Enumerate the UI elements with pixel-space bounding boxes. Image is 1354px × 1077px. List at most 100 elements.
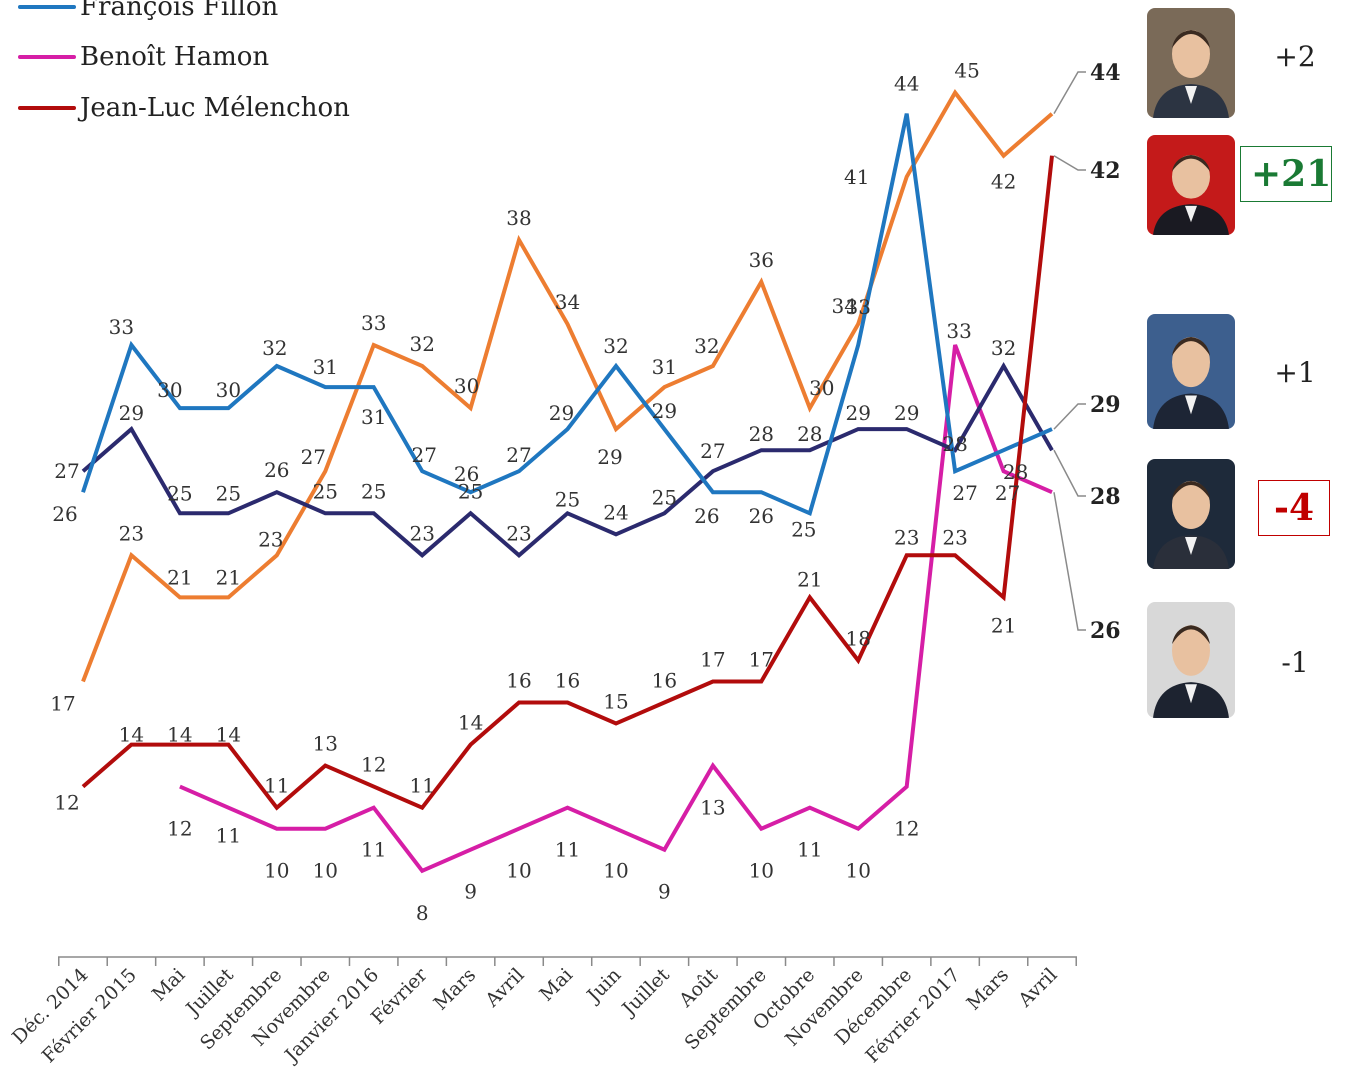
leader-line bbox=[1053, 403, 1086, 430]
data-label: 11 bbox=[216, 824, 241, 848]
data-label: 27 bbox=[411, 443, 436, 467]
data-label: 45 bbox=[954, 59, 979, 83]
data-label: 10 bbox=[264, 859, 289, 883]
data-label: 29 bbox=[549, 401, 574, 425]
data-label: 25 bbox=[652, 485, 677, 509]
series-line-3 bbox=[179, 344, 1053, 874]
data-label: 11 bbox=[797, 838, 822, 862]
data-label: 26 bbox=[694, 504, 719, 528]
data-label: 21 bbox=[167, 565, 192, 589]
data-label: 11 bbox=[555, 838, 580, 862]
data-label: 9 bbox=[464, 880, 477, 904]
data-label: 25 bbox=[458, 479, 483, 503]
data-label: 34 bbox=[831, 294, 856, 318]
data-label: 27 bbox=[952, 481, 977, 505]
x-tick-label: Avril bbox=[1014, 964, 1062, 1012]
data-label: 13 bbox=[313, 732, 338, 756]
data-label: 17 bbox=[749, 648, 774, 672]
data-label: 29 bbox=[119, 401, 144, 425]
data-label: 13 bbox=[700, 796, 725, 820]
data-label: 8 bbox=[416, 901, 429, 925]
end-label: 42 bbox=[1090, 158, 1121, 184]
end-label: 26 bbox=[1090, 618, 1121, 644]
legend-item-hamon: Benoît Hamon bbox=[18, 42, 269, 72]
data-label: 14 bbox=[119, 723, 144, 747]
data-label: 28 bbox=[797, 422, 822, 446]
data-label: 27 bbox=[700, 439, 725, 463]
data-label: 24 bbox=[603, 500, 628, 524]
data-label: 10 bbox=[506, 859, 531, 883]
end-label: 29 bbox=[1090, 392, 1121, 418]
leader-line bbox=[1053, 71, 1086, 115]
data-label: 23 bbox=[119, 521, 144, 545]
x-tick-label: Mars bbox=[962, 964, 1013, 1015]
data-label: 28 bbox=[1003, 460, 1028, 484]
le-pen-portrait-icon bbox=[1147, 459, 1235, 569]
data-label: 31 bbox=[313, 355, 338, 379]
data-label: 27 bbox=[301, 445, 326, 469]
change-melenchon: +21 bbox=[1240, 146, 1332, 202]
data-label: 31 bbox=[361, 405, 386, 429]
data-label: 14 bbox=[458, 711, 483, 735]
data-label: 41 bbox=[844, 165, 869, 189]
data-label: 42 bbox=[991, 170, 1016, 194]
series-line-1 bbox=[81, 89, 1054, 683]
data-label: 23 bbox=[258, 527, 283, 551]
data-label: 25 bbox=[313, 479, 338, 503]
legend-label: Jean-Luc Mélenchon bbox=[80, 93, 350, 123]
data-label: 29 bbox=[597, 445, 622, 469]
change-fillon: +1 bbox=[1274, 356, 1316, 389]
series-line-4 bbox=[81, 155, 1054, 811]
series-line-2 bbox=[81, 361, 1054, 558]
data-label: 27 bbox=[995, 481, 1020, 505]
data-label: 11 bbox=[409, 774, 434, 798]
data-label: 26 bbox=[264, 458, 289, 482]
change-le-pen: -4 bbox=[1258, 480, 1330, 536]
data-label: 11 bbox=[361, 838, 386, 862]
data-label: 30 bbox=[809, 376, 834, 400]
data-label: 14 bbox=[167, 723, 192, 747]
data-label: 23 bbox=[942, 525, 967, 549]
change-macron: +2 bbox=[1274, 40, 1316, 73]
legend-item-fillon: François Fillon bbox=[18, 0, 278, 22]
legend-label: François Fillon bbox=[80, 0, 279, 22]
end-label: 44 bbox=[1090, 60, 1121, 86]
data-label: 30 bbox=[157, 378, 182, 402]
data-label: 30 bbox=[216, 378, 241, 402]
data-label: 23 bbox=[506, 521, 531, 545]
data-label: 44 bbox=[894, 72, 919, 96]
data-label: 12 bbox=[167, 817, 192, 841]
data-label: 31 bbox=[652, 355, 677, 379]
series-line-0 bbox=[81, 113, 1053, 517]
hamon-portrait-icon bbox=[1147, 602, 1235, 718]
leader-line bbox=[1053, 449, 1086, 497]
x-tick-label: Mai bbox=[535, 964, 577, 1006]
change-hamon: -1 bbox=[1281, 646, 1309, 679]
data-label: 18 bbox=[845, 627, 870, 651]
data-label: 15 bbox=[603, 690, 628, 714]
data-label: 32 bbox=[694, 334, 719, 358]
legend-label: Benoît Hamon bbox=[80, 42, 270, 72]
series-lines bbox=[81, 89, 1054, 874]
data-label: 32 bbox=[991, 336, 1016, 360]
data-label: 29 bbox=[894, 401, 919, 425]
data-label: 32 bbox=[262, 336, 287, 360]
data-label: 10 bbox=[845, 859, 870, 883]
leader-line bbox=[1053, 492, 1086, 631]
end-label: 28 bbox=[1090, 484, 1121, 510]
data-label: 26 bbox=[454, 462, 479, 486]
data-label: 17 bbox=[700, 648, 725, 672]
data-label: 11 bbox=[264, 774, 289, 798]
data-label: 36 bbox=[749, 248, 774, 272]
data-label: 33 bbox=[109, 315, 134, 339]
data-label: 29 bbox=[652, 399, 677, 423]
data-label: 25 bbox=[791, 517, 816, 541]
x-tick-label: Juin bbox=[582, 964, 626, 1008]
x-tick-label: Avril bbox=[481, 964, 529, 1012]
data-label: 16 bbox=[555, 669, 580, 693]
x-tick-label: Juillet bbox=[617, 964, 675, 1022]
data-label: 12 bbox=[54, 791, 79, 815]
data-label: 10 bbox=[313, 859, 338, 883]
